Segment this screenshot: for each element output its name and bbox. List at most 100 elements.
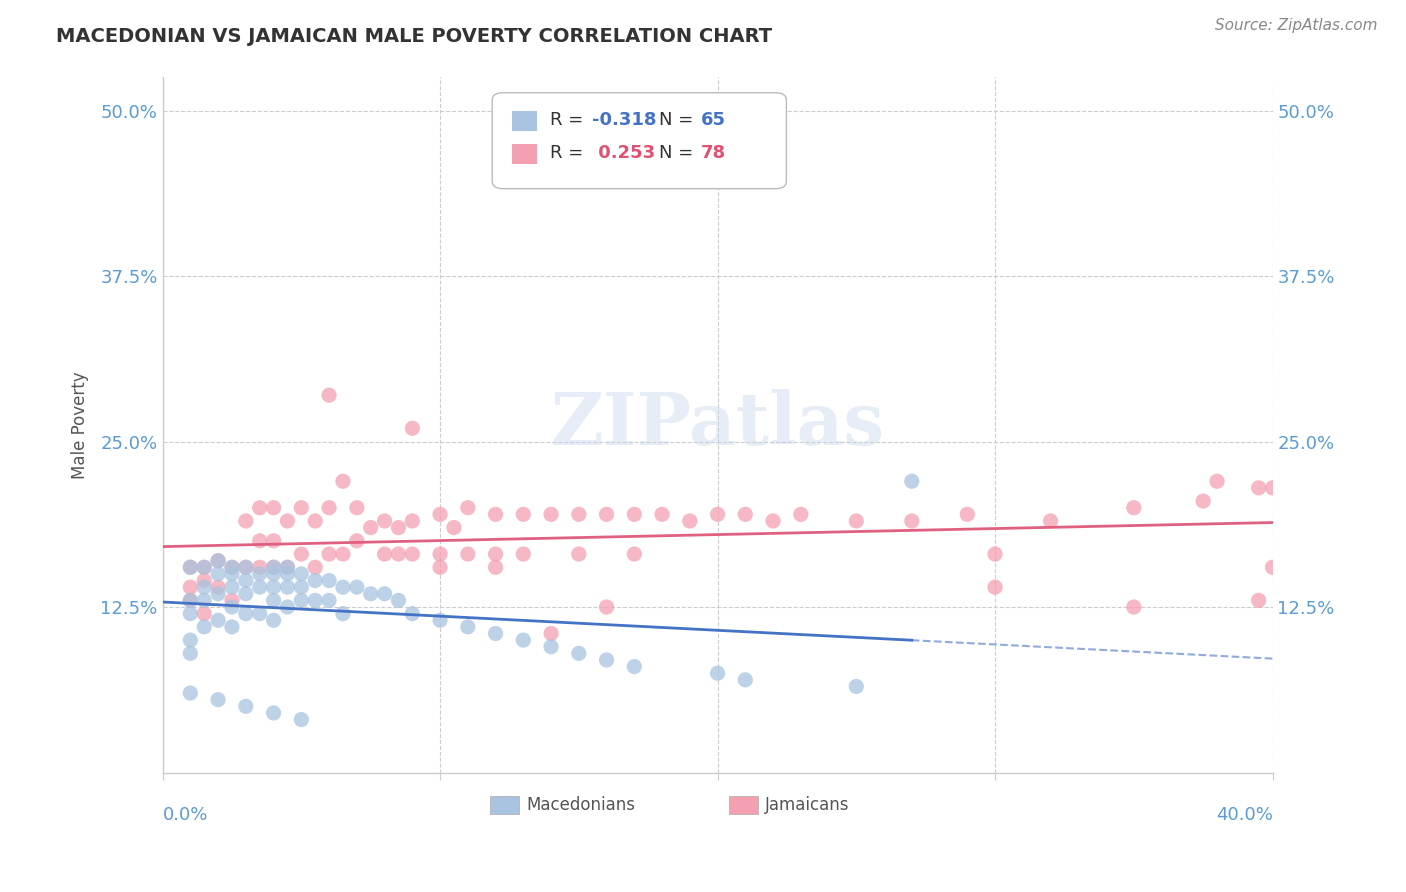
- Point: [235, 514, 257, 528]
- Point: [276, 560, 298, 574]
- Point: [457, 547, 479, 561]
- Point: [360, 520, 382, 534]
- Point: [290, 593, 312, 607]
- Point: [1039, 514, 1062, 528]
- Point: [179, 560, 201, 574]
- Point: [249, 607, 271, 621]
- Point: [401, 607, 423, 621]
- Text: Jamaicans: Jamaicans: [765, 797, 849, 814]
- Point: [568, 508, 591, 522]
- Point: [221, 593, 243, 607]
- Point: [457, 620, 479, 634]
- Point: [401, 421, 423, 435]
- Point: [290, 713, 312, 727]
- Point: [401, 514, 423, 528]
- Point: [651, 508, 673, 522]
- Point: [221, 560, 243, 574]
- Point: [429, 560, 451, 574]
- Point: [623, 508, 645, 522]
- Point: [346, 500, 368, 515]
- Text: ZIPatlas: ZIPatlas: [551, 390, 884, 460]
- Point: [1247, 481, 1270, 495]
- Point: [290, 547, 312, 561]
- Point: [276, 580, 298, 594]
- Point: [374, 547, 396, 561]
- FancyBboxPatch shape: [728, 797, 758, 814]
- Point: [346, 533, 368, 548]
- Point: [762, 514, 785, 528]
- Point: [332, 607, 354, 621]
- Point: [179, 633, 201, 648]
- Point: [221, 600, 243, 615]
- Text: R =: R =: [550, 111, 589, 128]
- Point: [484, 560, 506, 574]
- Point: [193, 593, 215, 607]
- Point: [263, 500, 285, 515]
- Point: [193, 620, 215, 634]
- Point: [179, 593, 201, 607]
- Point: [235, 560, 257, 574]
- Text: R =: R =: [550, 145, 589, 162]
- Point: [623, 659, 645, 673]
- Point: [179, 560, 201, 574]
- Point: [249, 580, 271, 594]
- Point: [193, 560, 215, 574]
- Point: [457, 500, 479, 515]
- Point: [332, 475, 354, 489]
- Point: [179, 646, 201, 660]
- Point: [429, 508, 451, 522]
- Text: -0.318: -0.318: [592, 111, 657, 128]
- Point: [1122, 600, 1144, 615]
- Point: [1261, 560, 1284, 574]
- Point: [1206, 475, 1229, 489]
- Point: [318, 574, 340, 588]
- Point: [845, 680, 868, 694]
- Point: [304, 514, 326, 528]
- Text: 0.253: 0.253: [592, 145, 655, 162]
- Point: [221, 620, 243, 634]
- Point: [290, 580, 312, 594]
- Point: [318, 388, 340, 402]
- Point: [1122, 500, 1144, 515]
- Point: [304, 574, 326, 588]
- Point: [318, 547, 340, 561]
- Point: [790, 508, 813, 522]
- FancyBboxPatch shape: [512, 112, 537, 131]
- Point: [290, 500, 312, 515]
- Point: [276, 560, 298, 574]
- Point: [263, 593, 285, 607]
- Point: [623, 547, 645, 561]
- Point: [263, 560, 285, 574]
- Point: [207, 692, 229, 706]
- Text: 65: 65: [702, 111, 725, 128]
- Point: [484, 508, 506, 522]
- Point: [263, 533, 285, 548]
- Point: [901, 514, 924, 528]
- Text: 78: 78: [702, 145, 725, 162]
- Y-axis label: Male Poverty: Male Poverty: [72, 371, 89, 479]
- Point: [706, 508, 728, 522]
- Point: [179, 686, 201, 700]
- Point: [512, 633, 534, 648]
- Point: [484, 626, 506, 640]
- Point: [956, 508, 979, 522]
- Point: [207, 554, 229, 568]
- Point: [512, 508, 534, 522]
- Text: 40.0%: 40.0%: [1216, 805, 1272, 824]
- Text: N =: N =: [659, 111, 699, 128]
- Point: [706, 666, 728, 681]
- Point: [401, 547, 423, 561]
- Point: [387, 593, 409, 607]
- Point: [290, 566, 312, 581]
- Point: [332, 547, 354, 561]
- Point: [304, 593, 326, 607]
- Point: [276, 514, 298, 528]
- Point: [318, 500, 340, 515]
- Point: [679, 514, 702, 528]
- Point: [221, 566, 243, 581]
- Point: [540, 626, 562, 640]
- Point: [221, 580, 243, 594]
- Point: [595, 600, 617, 615]
- Point: [179, 607, 201, 621]
- Point: [595, 653, 617, 667]
